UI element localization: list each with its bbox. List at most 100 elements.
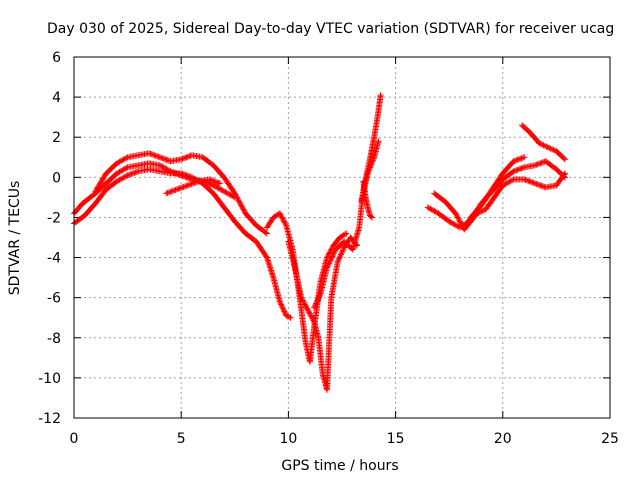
data-point xyxy=(165,189,172,196)
data-point xyxy=(175,171,182,178)
data-point xyxy=(367,164,374,171)
data-point xyxy=(534,161,541,168)
data-point xyxy=(324,263,331,270)
data-point xyxy=(241,207,248,214)
data-point xyxy=(148,151,155,158)
data-point xyxy=(279,215,286,222)
data-point xyxy=(337,251,344,258)
data-point xyxy=(232,191,239,198)
data-point xyxy=(194,178,201,185)
x-tick-label: 10 xyxy=(279,431,297,447)
data-point xyxy=(521,154,528,161)
series-trace-d xyxy=(163,176,223,197)
data-point xyxy=(185,181,192,188)
x-axis-label: GPS time / hours xyxy=(281,458,398,474)
data-point xyxy=(315,294,322,301)
data-point xyxy=(335,257,342,264)
x-tick-label: 20 xyxy=(494,431,512,447)
data-point xyxy=(301,300,308,307)
data-point xyxy=(365,167,372,174)
data-point xyxy=(176,185,183,192)
data-point xyxy=(521,176,528,183)
data-point xyxy=(170,169,177,176)
data-point xyxy=(531,180,538,187)
data-point xyxy=(166,167,173,174)
data-point xyxy=(235,197,242,204)
y-axis-ticks: -12 -10 -8 -6 -4 -2 0 2 4 6 xyxy=(38,50,610,427)
data-point xyxy=(178,156,185,163)
y-tick-label: 6 xyxy=(52,50,61,66)
y-tick-label: -2 xyxy=(47,210,61,226)
data-point xyxy=(281,219,288,226)
data-point xyxy=(313,299,320,306)
data-point xyxy=(163,190,170,197)
data-point xyxy=(281,308,288,315)
data-point xyxy=(147,150,154,157)
data-point xyxy=(133,168,140,175)
data-point xyxy=(454,213,461,220)
data-point xyxy=(278,214,285,221)
data-point xyxy=(314,297,321,304)
data-point xyxy=(538,182,545,189)
data-point xyxy=(146,150,153,157)
y-tick-label: -12 xyxy=(38,411,61,427)
data-point xyxy=(281,309,288,316)
data-point xyxy=(377,92,384,99)
data-point xyxy=(330,250,337,257)
series-trace-m xyxy=(519,122,568,163)
data-point xyxy=(534,181,541,188)
data-point xyxy=(179,155,186,162)
data-point xyxy=(329,253,336,260)
data-point xyxy=(308,313,315,320)
series-trace-k xyxy=(431,170,568,233)
data-point xyxy=(215,179,222,186)
data-point xyxy=(234,195,241,202)
data-point xyxy=(128,170,135,177)
data-point xyxy=(168,168,175,175)
data-point xyxy=(158,154,165,161)
data-point xyxy=(127,171,134,178)
data-point xyxy=(369,158,376,165)
data-point xyxy=(519,154,526,161)
data-point xyxy=(543,143,550,150)
data-point xyxy=(280,307,287,314)
data-point xyxy=(183,154,190,161)
data-point xyxy=(192,179,199,186)
x-tick-label: 25 xyxy=(601,431,619,447)
data-point xyxy=(513,157,520,164)
data-point xyxy=(544,144,551,151)
data-point xyxy=(238,203,245,210)
data-point xyxy=(479,207,486,214)
data-point xyxy=(211,178,218,185)
data-point xyxy=(159,155,166,162)
data-point xyxy=(310,317,317,324)
data-point xyxy=(183,182,190,189)
data-point xyxy=(175,185,182,192)
data-point xyxy=(302,302,309,309)
data-point xyxy=(537,160,544,167)
x-tick-label: 15 xyxy=(387,431,405,447)
data-point xyxy=(312,301,319,308)
data-point xyxy=(457,219,464,226)
data-point xyxy=(236,199,243,206)
data-point xyxy=(515,166,522,173)
data-point xyxy=(236,198,243,205)
data-point xyxy=(183,174,190,181)
data-point xyxy=(240,206,247,213)
data-point xyxy=(325,260,332,267)
data-point xyxy=(514,156,521,163)
data-point xyxy=(311,304,318,311)
data-points xyxy=(71,92,568,393)
data-point xyxy=(181,183,188,190)
data-point xyxy=(478,208,485,215)
data-point xyxy=(162,156,169,163)
data-point xyxy=(305,308,312,315)
data-point xyxy=(239,205,246,212)
data-point xyxy=(187,175,194,182)
data-point xyxy=(278,301,285,308)
data-point xyxy=(131,169,138,176)
data-point xyxy=(304,306,311,313)
data-point xyxy=(210,177,217,184)
data-point xyxy=(523,177,530,184)
